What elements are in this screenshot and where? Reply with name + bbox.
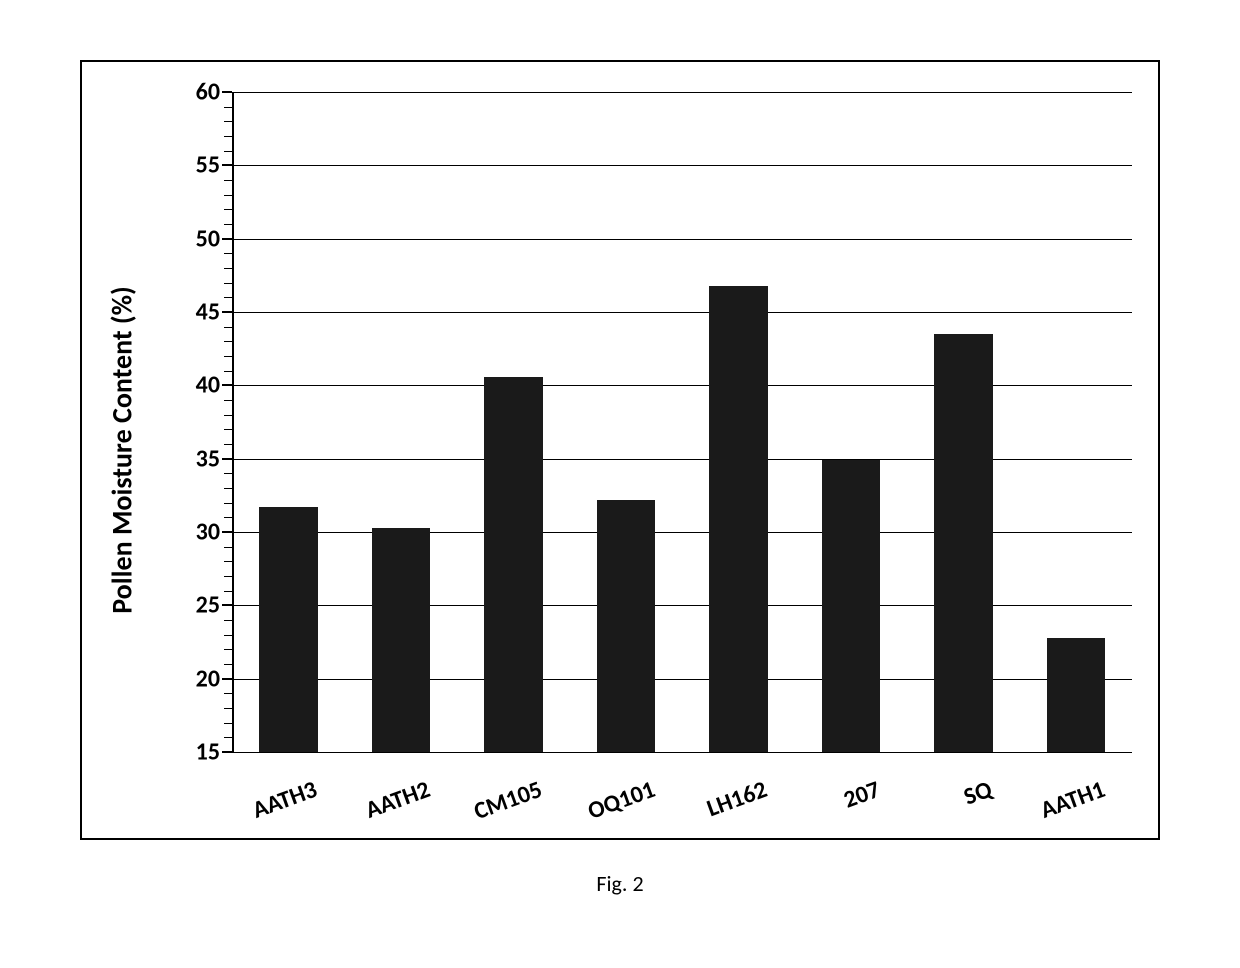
y-major-tick <box>222 384 232 386</box>
y-minor-tick <box>224 561 232 562</box>
gridline <box>232 165 1132 166</box>
x-tick-label: AATH1 <box>1005 775 1109 836</box>
x-tick-label: 207 <box>780 775 884 836</box>
y-minor-tick <box>224 737 232 738</box>
bar <box>934 334 993 752</box>
gridline <box>232 385 1132 386</box>
y-major-tick <box>222 751 232 753</box>
y-minor-tick <box>224 591 232 592</box>
y-tick-label: 25 <box>160 591 220 620</box>
y-minor-tick <box>224 547 232 548</box>
y-minor-tick <box>224 400 232 401</box>
bar <box>372 528 431 752</box>
gridline <box>232 92 1132 93</box>
y-minor-tick <box>224 429 232 430</box>
x-tick-label: OQ101 <box>555 775 659 836</box>
y-minor-tick <box>224 723 232 724</box>
bar <box>709 286 768 752</box>
x-tick-label: AATH2 <box>330 775 434 836</box>
y-minor-tick <box>224 253 232 254</box>
x-tick-label: SQ <box>892 775 996 836</box>
gridline <box>232 605 1132 606</box>
chart-frame: Pollen Moisture Content (%) 152025303540… <box>80 60 1160 840</box>
y-minor-tick <box>224 503 232 504</box>
y-major-tick <box>222 604 232 606</box>
y-minor-tick <box>224 195 232 196</box>
y-major-tick <box>222 678 232 680</box>
y-minor-tick <box>224 136 232 137</box>
y-minor-tick <box>224 444 232 445</box>
y-minor-tick <box>224 356 232 357</box>
y-axis-title: Pollen Moisture Content (%) <box>105 286 140 614</box>
y-tick-label: 55 <box>160 151 220 180</box>
y-minor-tick <box>224 283 232 284</box>
gridline <box>232 239 1132 240</box>
y-tick-label: 60 <box>160 78 220 107</box>
y-minor-tick <box>224 488 232 489</box>
y-minor-tick <box>224 517 232 518</box>
y-axis-line <box>232 92 234 752</box>
y-minor-tick <box>224 635 232 636</box>
y-minor-tick <box>224 268 232 269</box>
page: Pollen Moisture Content (%) 152025303540… <box>0 0 1240 968</box>
gridline <box>232 459 1132 460</box>
x-tick-label: AATH3 <box>217 775 321 836</box>
y-major-tick <box>222 458 232 460</box>
bar <box>597 500 656 752</box>
y-tick-label: 50 <box>160 224 220 253</box>
y-minor-tick <box>224 473 232 474</box>
gridline <box>232 679 1132 680</box>
x-tick-label: CM105 <box>442 775 546 836</box>
y-tick-label: 20 <box>160 664 220 693</box>
y-major-tick <box>222 91 232 93</box>
y-major-tick <box>222 238 232 240</box>
y-minor-tick <box>224 121 232 122</box>
bar <box>1047 638 1106 752</box>
y-minor-tick <box>224 107 232 108</box>
figure-caption: Fig. 2 <box>596 870 643 897</box>
y-major-tick <box>222 531 232 533</box>
y-minor-tick <box>224 620 232 621</box>
plot-area: 15202530354045505560AATH3AATH2CM105OQ101… <box>232 92 1132 752</box>
y-major-tick <box>222 164 232 166</box>
x-tick-label: LH162 <box>667 775 771 836</box>
y-minor-tick <box>224 209 232 210</box>
gridline <box>232 532 1132 533</box>
y-minor-tick <box>224 708 232 709</box>
y-minor-tick <box>224 297 232 298</box>
y-minor-tick <box>224 327 232 328</box>
y-tick-label: 35 <box>160 444 220 473</box>
y-tick-label: 40 <box>160 371 220 400</box>
bar <box>822 460 881 752</box>
y-minor-tick <box>224 415 232 416</box>
y-tick-label: 45 <box>160 298 220 327</box>
y-major-tick <box>222 311 232 313</box>
y-minor-tick <box>224 371 232 372</box>
y-minor-tick <box>224 649 232 650</box>
y-tick-label: 15 <box>160 738 220 767</box>
y-minor-tick <box>224 341 232 342</box>
bar <box>259 507 318 752</box>
y-minor-tick <box>224 664 232 665</box>
bar <box>484 377 543 752</box>
y-minor-tick <box>224 180 232 181</box>
y-minor-tick <box>224 224 232 225</box>
y-tick-label: 30 <box>160 518 220 547</box>
y-minor-tick <box>224 151 232 152</box>
y-minor-tick <box>224 693 232 694</box>
gridline <box>232 752 1132 753</box>
gridline <box>232 312 1132 313</box>
y-minor-tick <box>224 576 232 577</box>
